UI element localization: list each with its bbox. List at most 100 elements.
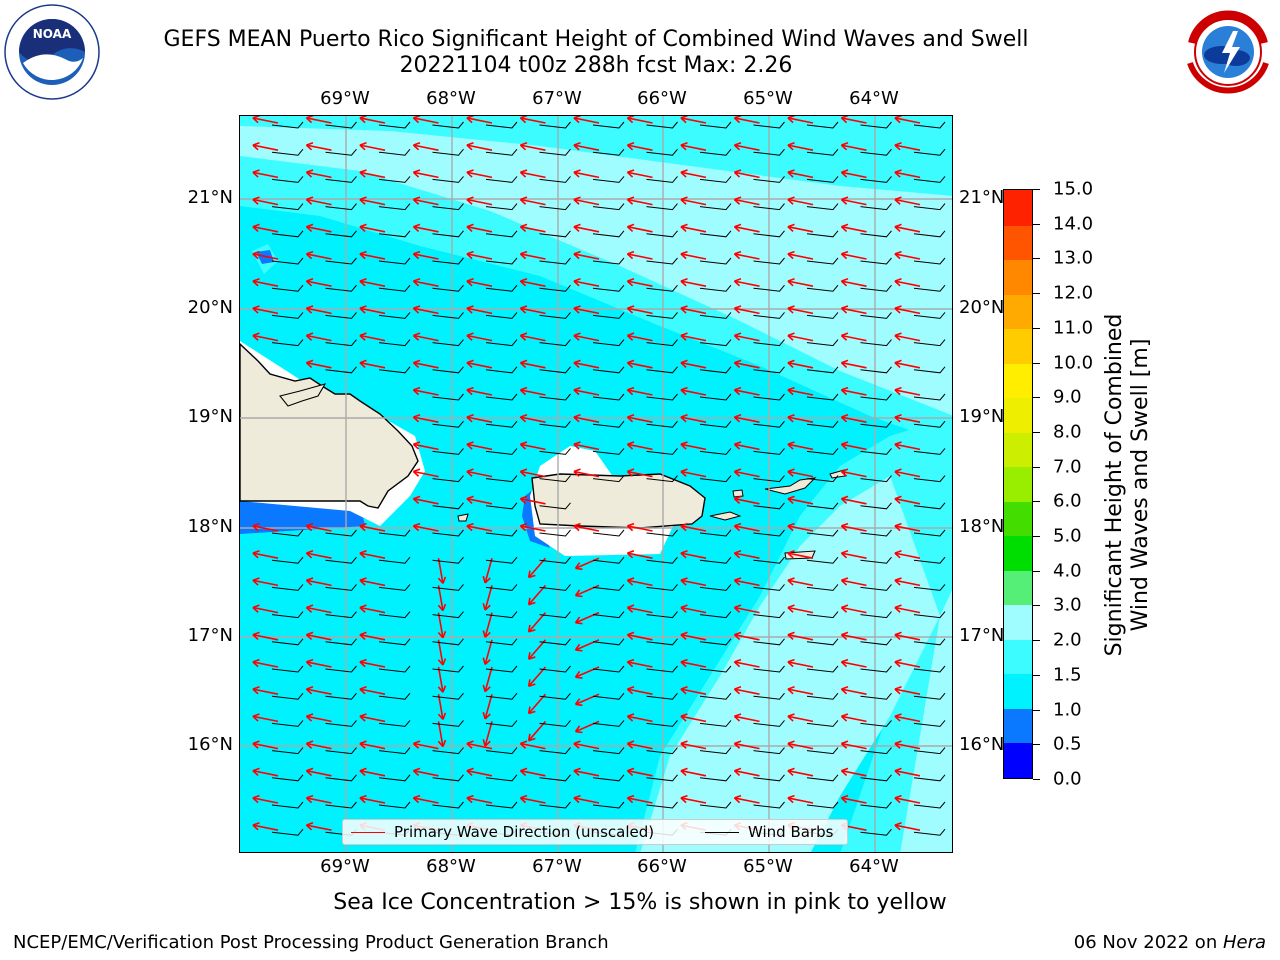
wave-arrowhead — [787, 142, 795, 151]
wave-arrowhead — [252, 577, 260, 586]
graticule — [240, 116, 952, 852]
wave-arrowhead — [626, 305, 635, 314]
wave-arrowhead — [626, 658, 635, 668]
colorbar-segment — [1004, 190, 1032, 226]
wind-barb — [325, 230, 357, 238]
wind-barb — [592, 121, 625, 129]
wave-arrowhead — [733, 169, 742, 178]
wave-direction-arrow — [841, 280, 867, 287]
wind-barb — [539, 747, 571, 755]
wind-barb — [592, 801, 625, 809]
wind-barb — [753, 692, 785, 700]
wind-barb — [592, 529, 625, 537]
wave-direction-arrow — [306, 552, 332, 559]
wave-direction-arrow — [787, 769, 814, 777]
wind-barb — [699, 312, 732, 319]
wind-barb — [592, 611, 625, 619]
wave-direction-arrow — [894, 824, 921, 831]
wave-direction-arrow — [413, 497, 439, 505]
colorbar-tick-label: 9.0 — [1053, 386, 1082, 408]
wave-arrowhead — [894, 522, 902, 532]
wind-barb — [485, 529, 518, 537]
wind-barb — [860, 475, 892, 483]
wave-direction-arrow — [573, 198, 600, 206]
wave-arrowhead — [437, 739, 447, 748]
wave-arrowhead — [466, 767, 474, 777]
wave-arrowhead — [412, 441, 421, 450]
wave-arrowhead — [733, 305, 742, 314]
wave-arrowhead — [840, 278, 849, 287]
wave-arrowhead — [305, 767, 314, 777]
wave-direction-arrow — [627, 525, 653, 532]
wave-direction-arrow — [787, 688, 814, 695]
wave-arrowhead — [466, 414, 474, 423]
wave-direction-arrow — [680, 416, 707, 423]
wind-barb — [485, 176, 518, 183]
wave-arrowhead — [840, 169, 849, 178]
legend-wave-direction: Primary Wave Direction (unscaled) — [351, 823, 654, 841]
wind-barb — [432, 312, 464, 319]
wave-direction-arrow — [413, 443, 439, 451]
wave-direction-arrow — [894, 742, 921, 750]
wave-arrowhead — [733, 468, 742, 477]
wind-barb — [860, 556, 892, 564]
wave-direction-arrow — [306, 253, 332, 260]
wave-direction-arrow — [787, 117, 814, 124]
wave-arrowhead — [733, 686, 742, 695]
wave-direction-arrow — [627, 579, 653, 587]
wave-direction-arrow — [627, 117, 653, 124]
wave-arrowhead — [680, 169, 688, 178]
wave-arrowhead — [733, 278, 742, 287]
colorbar-tick-label: 1.5 — [1053, 664, 1082, 686]
wind-barb — [699, 121, 732, 129]
wave-arrowhead — [894, 196, 902, 205]
wave-direction-arrow — [627, 552, 653, 559]
wind-barb — [699, 176, 732, 183]
wave-arrowhead — [787, 386, 795, 396]
wind-barb — [753, 393, 785, 401]
wave-arrowhead — [626, 116, 635, 124]
wave-arrowhead — [519, 414, 528, 423]
wave-arrowhead — [437, 576, 447, 584]
wave-direction-arrow — [573, 525, 600, 532]
wave-arrowhead — [626, 713, 635, 722]
wind-barb — [699, 747, 732, 755]
wave-direction-arrow — [573, 416, 600, 423]
wave-arrowhead — [305, 142, 314, 151]
latitude-label-left: 20°N — [187, 297, 233, 318]
wave-direction-arrow — [894, 661, 921, 668]
wave-direction-arrow — [627, 633, 653, 641]
colorbar — [1003, 189, 1033, 779]
wind-barb — [592, 420, 625, 428]
wave-arrowhead — [466, 468, 474, 477]
wind-barb — [806, 448, 839, 455]
wind-barb — [753, 720, 785, 727]
wave-direction-arrow — [413, 307, 439, 315]
wave-direction-arrow — [734, 225, 760, 233]
wave-direction-arrow — [359, 525, 386, 532]
colorbar-tick-label: 12.0 — [1053, 282, 1094, 304]
wave-direction-arrow — [466, 525, 493, 532]
wave-direction-arrow — [787, 361, 814, 369]
wave-direction-arrow — [306, 688, 332, 695]
nws-logo — [1181, 5, 1275, 99]
wave-direction-arrow — [413, 280, 439, 287]
colorbar-tick — [1033, 674, 1040, 676]
wind-barb — [378, 339, 411, 347]
wave-arrowhead — [840, 631, 849, 641]
wave-arrowhead — [680, 577, 688, 586]
wave-direction-arrow — [627, 606, 653, 614]
wave-arrowhead — [840, 250, 849, 260]
wave-direction-arrow — [680, 525, 707, 532]
wind-barb — [699, 339, 732, 347]
wind-barb — [913, 284, 946, 292]
wind-barb — [699, 420, 732, 428]
wave-direction-arrow — [359, 769, 386, 777]
longitude-label: 65°W — [743, 88, 793, 109]
wave-arrowhead — [787, 278, 795, 287]
wave-direction-arrow — [252, 280, 279, 287]
wave-direction-arrow — [359, 307, 386, 315]
colorbar-segment — [1004, 708, 1032, 744]
wave-arrowhead — [733, 386, 742, 396]
wave-direction-arrow — [734, 117, 760, 124]
